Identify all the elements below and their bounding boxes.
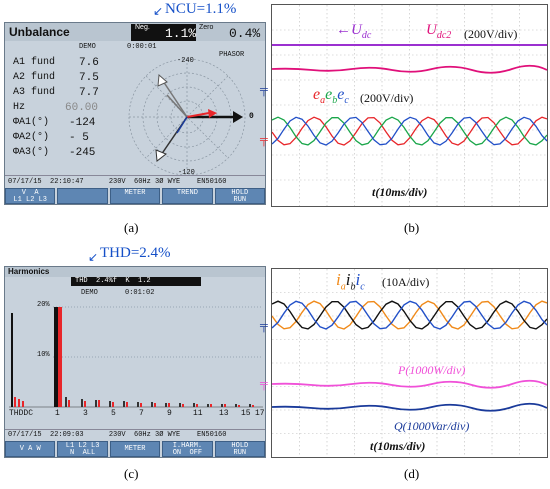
caption-c: (c) [124,466,139,481]
panel-b: ╤ ╤ ←Udc Udc2 (200V/div) eaebec (200V/di… [260,0,550,240]
ncu-arrow-icon: ↙ [153,4,164,18]
panel-d: ╤ ╤ iaibic (10A/div) P(1000W/div) Q(1000… [260,244,550,489]
marker-e-icon: ╤ [260,134,268,146]
softkey-empty[interactable] [57,188,108,204]
marker-udc-icon: ╤ [260,84,268,96]
zero-value: 0.4% [229,26,261,41]
q-label: Q(1000Var/div) [394,419,470,433]
caption-d: (d) [404,466,420,481]
thd-bar: THD 2.4%f K 1.2 [75,277,151,285]
neg-label: Neg. [135,24,150,31]
harmonic-bars [9,306,263,408]
reading-row: A3 fund 7.7 [13,87,99,99]
thd-annotation: THD=2.4% [100,245,171,261]
scope-d [271,268,548,458]
panel-c: ↙ THD=2.4% Harmonics THD 2.4%f K 1.2 DEM… [0,244,270,489]
time-scale-b: t(10ms/div) [372,185,428,199]
reading-row: ΦA3(°) -245 [13,147,96,159]
softkey-meter[interactable]: METER [109,188,161,204]
ncu-annotation: NCU=1.1% [165,1,237,17]
reading-row: A2 fund 7.5 [13,72,99,84]
e-labels: eaebec [313,86,349,107]
clock-c: 0:01:02 [125,289,155,297]
time-scale-d: t(10ms/div) [370,439,426,453]
e-scale: (200V/div) [360,91,414,105]
softkey-bar: V A L1 L2 L3 METER TREND HOLD RUN [5,188,266,204]
softkey-phase[interactable]: L1 L2 L3 N ALL [57,441,108,457]
phasor-right-label: 0 [249,112,254,121]
softkey-trend[interactable]: TREND [162,188,213,204]
marker-p-icon: ╤ [260,378,268,390]
meter-title-c: Harmonics [8,267,50,276]
status-line: 07/17/15 22:10:47 230V 60Hz 3Ø WYE EN501… [8,178,227,186]
readings-list: A1 fund 7.6 A2 fund 7.5 A3 fund 7.7 Hz 60.00… [13,57,113,162]
neg-box [131,24,196,41]
softkey-hold-run[interactable]: HOLD RUN [214,188,266,204]
scope-d-plot [271,269,548,457]
demo-label: DEMO [79,43,96,51]
mode-label: PHASOR [219,51,245,59]
softkey-meter-c[interactable]: METER [109,441,161,457]
softkey-iharm[interactable]: I.HARM. ON OFF [162,441,213,457]
status-line-c: 07/17/15 22:09:03 230V 60Hz 3Ø WYE EN501… [8,431,227,439]
zero-label: Zero [199,24,214,31]
reading-row: ΦA2(°) - 5 [13,132,89,144]
softkey-v-a-w[interactable]: V A W [5,441,56,457]
i-labels: iaibic [336,270,365,293]
clock: 0:00:01 [127,43,157,51]
softkey-v-a[interactable]: V A L1 L2 L3 [5,188,56,204]
caption-b: (b) [404,220,420,235]
scope-b-plot [271,5,548,206]
reading-row: A1 fund 7.6 [13,57,99,69]
meter-screen-c: Harmonics THD 2.4%f K 1.2 DEMO 0:01:02 2… [4,266,266,458]
y-mid-label: 10% [37,351,50,359]
panel-a: ↙ NCU=1.1% Unbalance Neg. 1.1% Zero 0.4%… [0,0,270,240]
softkey-bar-c: V A W L1 L2 L3 N ALL METER I.HARM. ON OF… [5,441,266,457]
x-axis-labels: THDDC 1 3 5 7 9 11 13 15 17 [9,409,265,418]
y-top-label: 20% [37,301,50,309]
udc-label: ←Udc [336,22,372,41]
caption-a: (a) [124,220,139,235]
p-label: P(1000W/div) [398,363,466,377]
i-scale: (10A/div) [382,275,430,289]
phasor-bottom-label: -120 [178,169,195,177]
phasor-top-label: -240 [177,57,194,65]
demo-label-c: DEMO [81,289,98,297]
scope-b [271,4,548,207]
reading-row: Hz 60.00 [13,102,99,114]
marker-i-icon: ╤ [260,320,268,332]
udc2-label: Udc2 [426,22,452,41]
thd-arrow-icon: ↙ [88,250,99,264]
meter-title: Unbalance [9,25,70,39]
neg-value: 1.1% [165,26,197,41]
udc-scale: (200V/div) [464,27,518,41]
softkey-hold-run-c[interactable]: HOLD RUN [214,441,266,457]
reading-row: ΦA1(°) -124 [13,117,96,129]
phasor-diagram [128,58,246,176]
meter-screen-a: Unbalance Neg. 1.1% Zero 0.4% DEMO 0:00:… [4,22,266,205]
